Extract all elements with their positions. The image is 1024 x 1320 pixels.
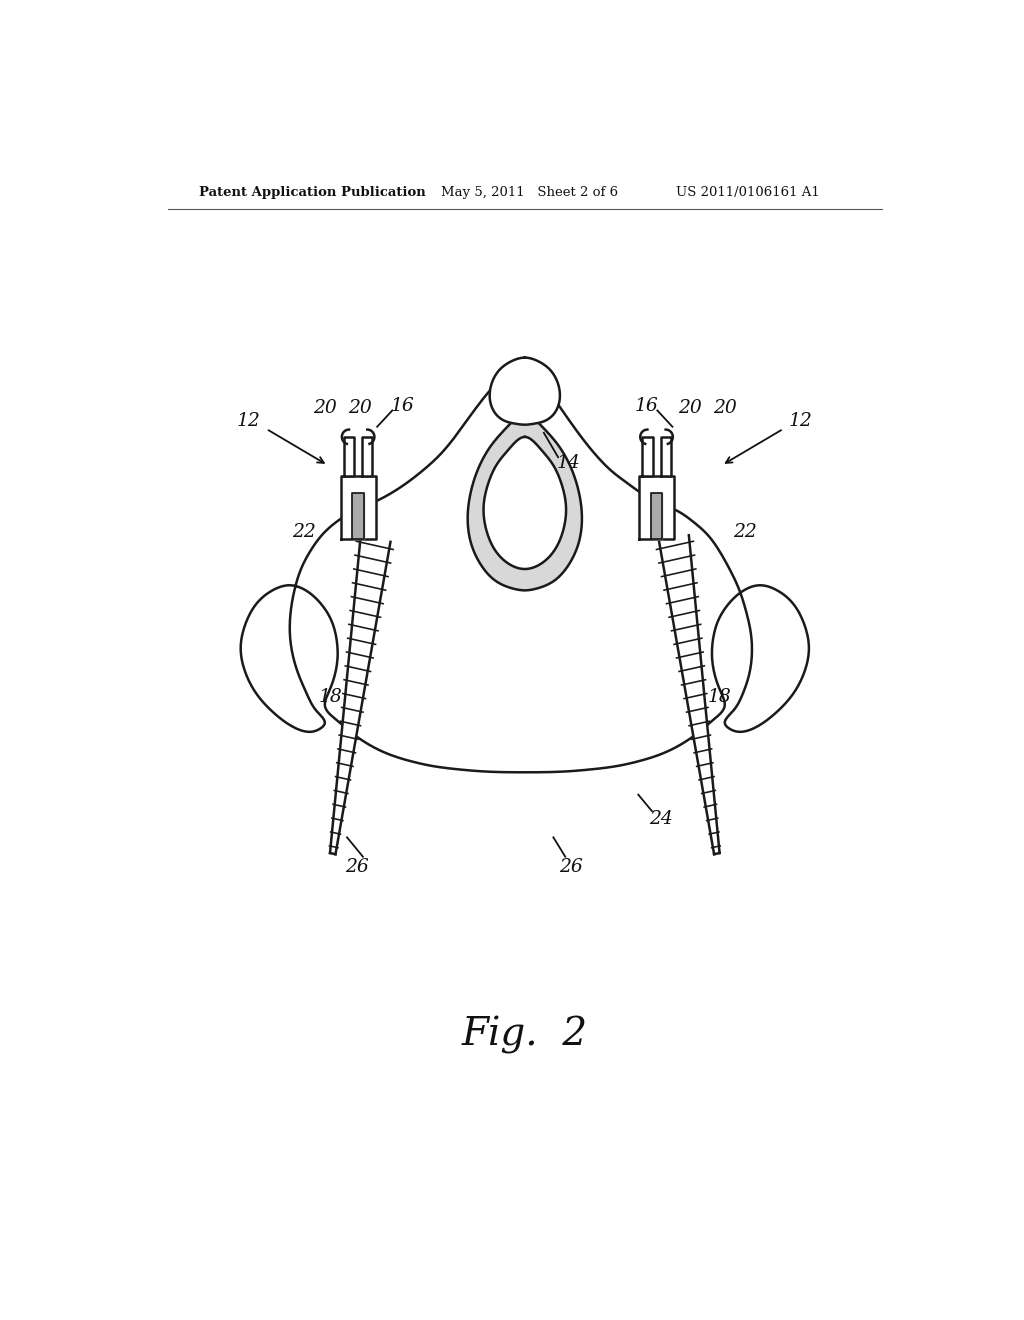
Text: 26: 26 <box>559 858 583 876</box>
Text: 20: 20 <box>713 400 736 417</box>
Polygon shape <box>660 437 671 475</box>
Polygon shape <box>352 494 365 539</box>
Polygon shape <box>659 535 720 854</box>
Text: 12: 12 <box>237 412 260 429</box>
Text: 14: 14 <box>557 454 581 473</box>
Polygon shape <box>341 475 376 539</box>
Text: 24: 24 <box>649 810 673 828</box>
Text: 20: 20 <box>348 400 372 417</box>
Text: May 5, 2011   Sheet 2 of 6: May 5, 2011 Sheet 2 of 6 <box>441 186 618 199</box>
Polygon shape <box>468 414 582 590</box>
Text: 22: 22 <box>292 524 316 541</box>
Text: Patent Application Publication: Patent Application Publication <box>200 186 426 199</box>
Text: 16: 16 <box>391 397 415 416</box>
Polygon shape <box>650 494 663 539</box>
Polygon shape <box>241 360 809 772</box>
Text: US 2011/0106161 A1: US 2011/0106161 A1 <box>676 186 819 199</box>
Polygon shape <box>639 475 674 539</box>
Polygon shape <box>489 358 560 425</box>
Text: 16: 16 <box>635 397 658 416</box>
Text: 26: 26 <box>345 858 369 876</box>
Polygon shape <box>344 437 354 475</box>
Text: 18: 18 <box>708 688 731 706</box>
Text: 20: 20 <box>313 400 337 417</box>
Text: 22: 22 <box>733 524 758 541</box>
Text: Fig.  2: Fig. 2 <box>462 1015 588 1053</box>
Text: 18: 18 <box>318 688 342 706</box>
Text: 20: 20 <box>678 400 701 417</box>
Polygon shape <box>362 437 373 475</box>
Polygon shape <box>483 437 566 569</box>
Text: 12: 12 <box>790 412 813 429</box>
Polygon shape <box>642 437 652 475</box>
Polygon shape <box>330 535 390 854</box>
